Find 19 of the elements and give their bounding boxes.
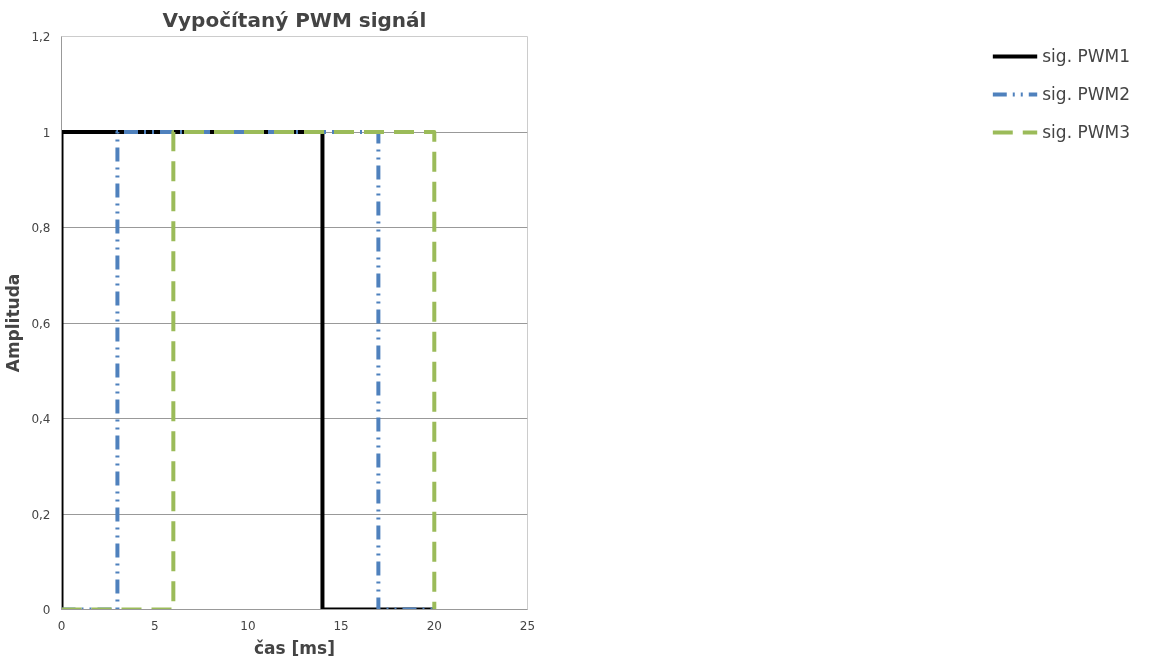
x-tick-label: 25 (519, 618, 536, 633)
x-tick-label: 0 (57, 618, 66, 633)
x-tick-label: 10 (240, 618, 256, 633)
legend-label: sig. PWM3 (1042, 122, 1130, 142)
y-tick-label: 0 (42, 603, 51, 617)
y-tick-label: 1,2 (31, 30, 51, 44)
y-axis-title: Amplituda (3, 273, 24, 373)
y-tick-label: 0,6 (31, 316, 51, 331)
y-tick-label: 0,2 (31, 507, 51, 522)
x-tick-label: 5 (150, 618, 159, 633)
x-axis-title: čas [ms] (254, 637, 335, 658)
chart-title: Vypočítaný PWM signál (162, 7, 427, 32)
y-tick-label: 0,4 (31, 412, 51, 426)
x-tick-label: 20 (426, 618, 442, 633)
x-tick-label: 15 (333, 618, 349, 633)
y-tick-label: 1 (42, 125, 51, 140)
y-tick-label: 0,8 (31, 221, 51, 235)
legend-label: sig. PWM1 (1042, 46, 1130, 66)
legend-label: sig. PWM2 (1042, 84, 1130, 104)
